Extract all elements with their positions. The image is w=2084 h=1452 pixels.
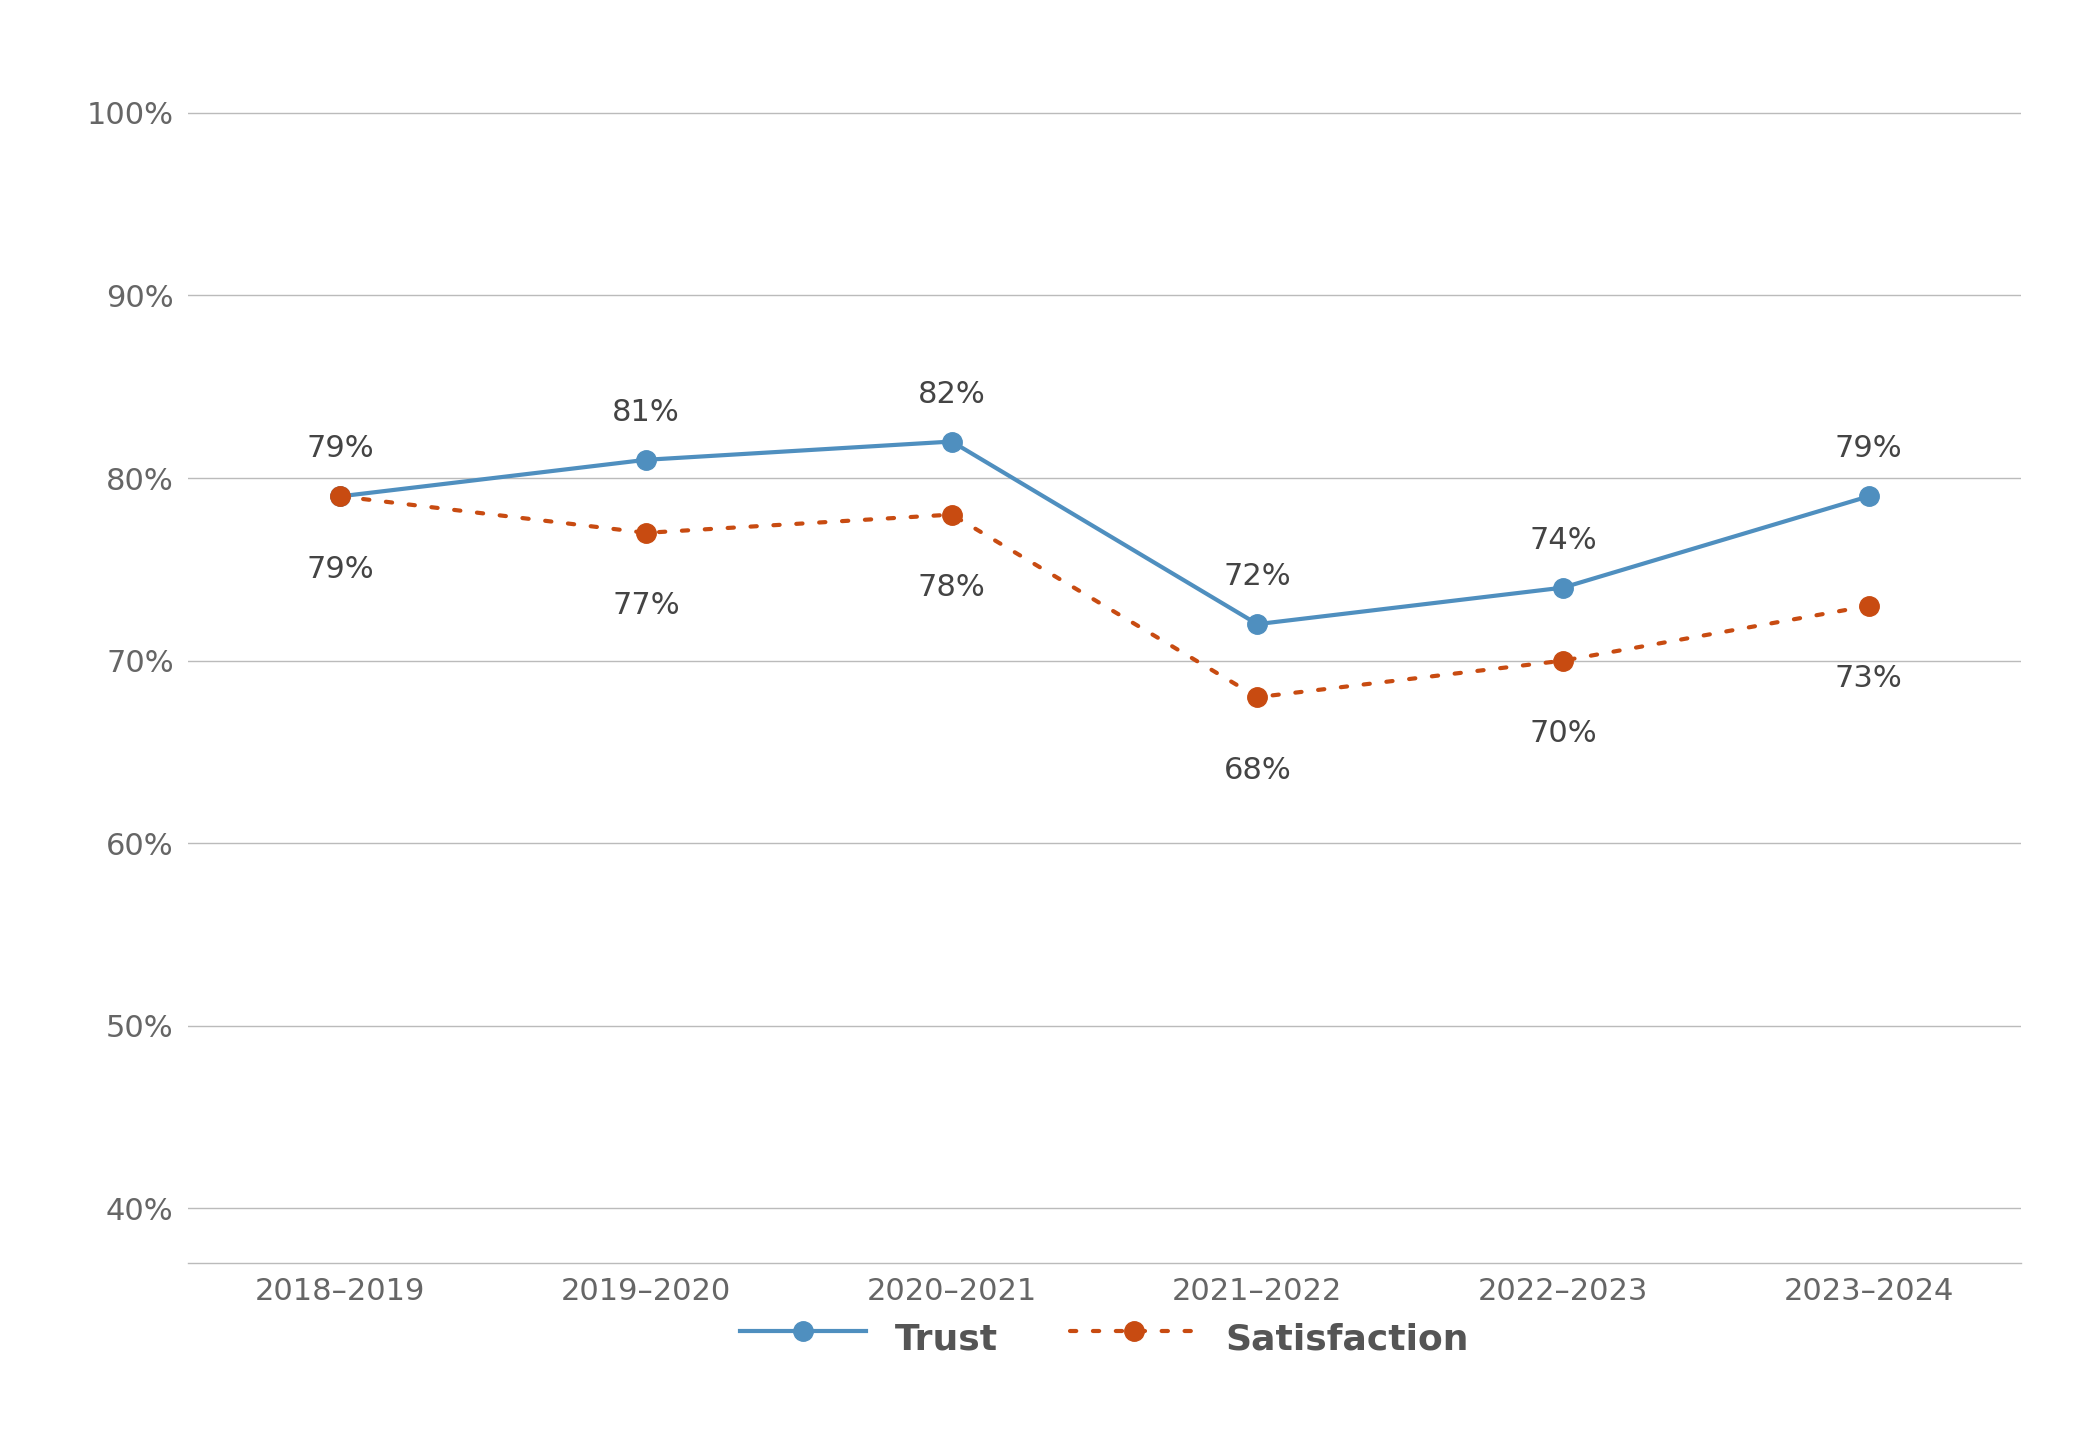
Text: 78%: 78% <box>917 574 986 603</box>
Text: 82%: 82% <box>917 379 986 408</box>
Text: 77%: 77% <box>613 591 679 620</box>
Text: 72%: 72% <box>1223 562 1292 591</box>
Text: 68%: 68% <box>1223 755 1292 784</box>
Legend: Trust, Satisfaction: Trust, Satisfaction <box>725 1298 1484 1378</box>
Text: 81%: 81% <box>613 398 679 427</box>
Text: 74%: 74% <box>1530 526 1596 555</box>
Text: 79%: 79% <box>306 555 375 584</box>
Text: 70%: 70% <box>1530 719 1596 748</box>
Text: 73%: 73% <box>1834 665 1903 693</box>
Text: 79%: 79% <box>1834 434 1903 463</box>
Text: 79%: 79% <box>306 434 375 463</box>
